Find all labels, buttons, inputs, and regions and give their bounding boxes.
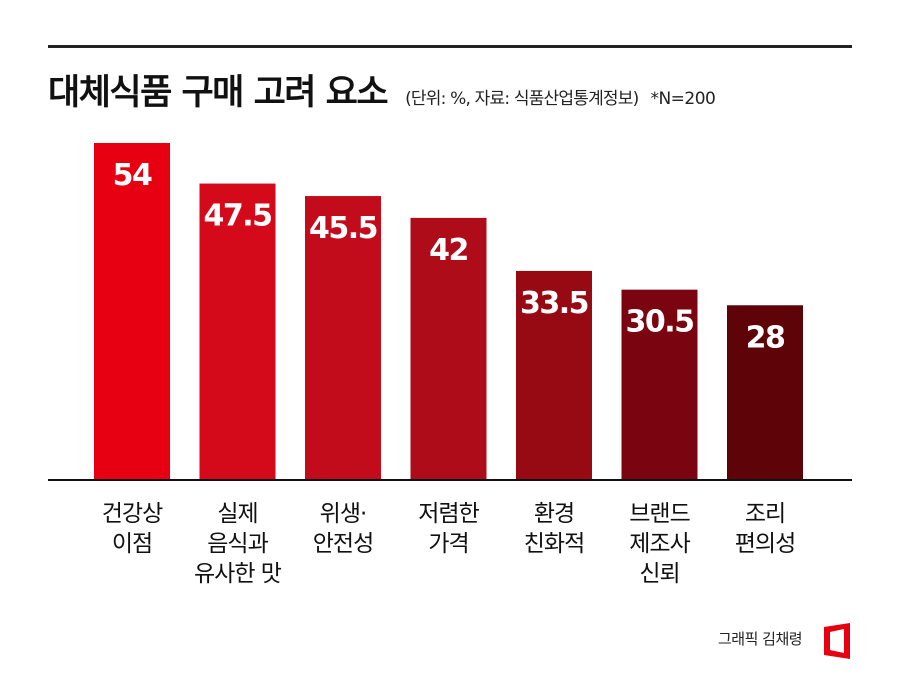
category-label: 환경 [534,501,574,527]
category-label: 음식과 [207,531,268,557]
bar [410,217,487,480]
category-label: 이점 [112,531,152,557]
bar-value-label: 54 [113,158,152,193]
bar-value-label: 28 [746,320,785,355]
category-label: 건강상 [102,501,163,527]
category-label: 저렴한 [418,501,479,527]
bar [199,183,276,480]
category-label: 편의성 [735,531,795,557]
bar [621,289,698,480]
top-rule [48,45,852,48]
category-label: 안전성 [313,531,373,557]
category-label: 브랜드 [629,501,689,527]
bar-value-label: 33.5 [520,286,588,321]
category-label: 실제 [217,501,257,527]
bar-value-label: 30.5 [625,305,693,340]
bar-value-label: 47.5 [203,199,271,234]
category-label: 유사한 맛 [194,561,282,587]
category-label: 위생· [320,501,367,527]
bar-value-label: 45.5 [309,211,377,246]
category-label: 조리 [745,501,785,527]
category-label: 제조사 [629,531,690,557]
bar [94,143,170,480]
publisher-logo-icon [824,623,850,659]
chart-header: 대체식품 구매 고려 요소 (단위: %, 자료: 식품산업통계정보) *N=2… [48,64,852,114]
category-label: 친화적 [524,531,584,557]
chart-title: 대체식품 구매 고려 요소 [48,73,389,113]
graphic-credit: 그래픽 김채령 [718,630,803,648]
bar-value-label: 42 [429,233,468,268]
sample-size-note: *N=200 [650,89,716,109]
bar [727,305,803,480]
bar [516,270,592,480]
chart-subtitle: (단위: %, 자료: 식품산업통계정보) [405,89,639,109]
category-label: 가격 [428,531,468,557]
bar [305,196,381,480]
category-label: 신뢰 [639,561,679,587]
